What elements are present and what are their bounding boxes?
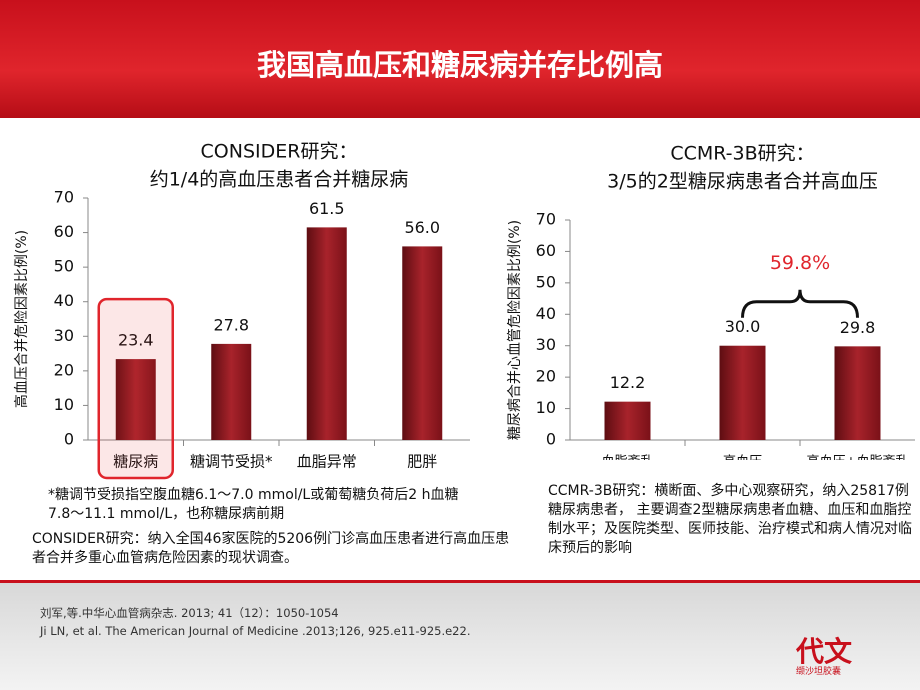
bar (604, 401, 651, 440)
y-tick-label: 30 (54, 326, 74, 345)
bar (834, 346, 881, 440)
x-tick-label: 高血压+血脂紊乱 (807, 454, 909, 461)
value-label: 30.0 (725, 317, 761, 336)
y-tick-label: 20 (536, 367, 556, 386)
footnote: CCMR-3B研究：横断面、多中心观察研究，纳入25817例糖尿病患者， 主要调… (548, 483, 912, 556)
x-tick-label: 高血压 (723, 454, 762, 461)
y-tick-label: 10 (536, 398, 556, 417)
value-label: 56.0 (404, 218, 440, 237)
y-tick-label: 50 (54, 257, 74, 276)
logo-product: 缬沙坦胶囊 (796, 667, 842, 677)
y-axis-label: 糖尿病合并心血管危险因素比例(%) (507, 220, 523, 440)
footnote: *糖调节受损指空腹血糖6.1～7.0 mmol/L或葡萄糖负荷后2 h血糖7.8… (48, 487, 459, 522)
chart: CCMR-3B研究： 3/5的2型糖尿病患者合并高血压糖尿病合并心血管危险因素比例… (507, 143, 915, 461)
value-label: 23.4 (118, 331, 154, 350)
chart-title: CONSIDER研究： (201, 141, 358, 163)
reference: Ji LN, et al. The American Journal of Me… (40, 624, 471, 638)
x-tick-label: 糖尿病 (113, 453, 158, 471)
bar (115, 359, 156, 440)
reference: 刘军,等.中华心血管病杂志. 2013; 41（12）：1050-1054 (40, 606, 339, 620)
bar (402, 246, 443, 440)
y-tick-label: 60 (536, 241, 556, 260)
value-label: 61.5 (309, 199, 345, 218)
y-tick-label: 70 (536, 210, 556, 229)
bar (719, 345, 766, 440)
chart: CONSIDER研究： 约1/4的高血压患者合并糖尿病高血压合并危险因素比例(%)… (13, 141, 470, 480)
chart-title: CCMR-3B研究： (670, 143, 814, 165)
y-tick-label: 70 (54, 188, 74, 207)
value-label: 27.8 (213, 315, 249, 334)
x-tick-label: 糖调节受损* (190, 453, 273, 471)
bar (306, 227, 347, 440)
y-tick-label: 0 (64, 430, 74, 449)
x-tick-label: 血脂紊乱 (601, 454, 653, 461)
chart-title: 约1/4的高血压患者合并糖尿病 (150, 169, 409, 191)
footnote: CONSIDER研究：纳入全国46家医院的5206例门诊高血压患者进行高血压患者… (32, 531, 510, 566)
highlight-box (97, 297, 174, 480)
value-label: 29.8 (840, 318, 876, 337)
y-tick-label: 40 (54, 291, 74, 310)
annotation: 59.8% (770, 252, 830, 274)
chart-title: 3/5的2型糖尿病患者合并高血压 (607, 171, 878, 193)
y-tick-label: 40 (536, 304, 556, 323)
y-tick-label: 0 (546, 430, 556, 449)
y-tick-label: 60 (54, 222, 74, 241)
footer-band (0, 580, 920, 690)
x-tick-label: 血脂异常 (297, 453, 357, 471)
header-band (0, 0, 920, 118)
y-axis-label: 高血压合并危险因素比例(%) (13, 230, 30, 408)
value-label: 12.2 (610, 373, 646, 392)
brace (741, 289, 859, 318)
y-tick-label: 50 (536, 272, 556, 291)
references: 刘军,等.中华心血管病杂志. 2013; 41（12）：1050-1054 Ji… (40, 604, 470, 640)
y-tick-label: 10 (54, 395, 74, 414)
slide-title: 我国高血压和糖尿病并存比例高 (256, 48, 663, 82)
y-tick-label: 30 (536, 335, 556, 354)
y-tick-label: 20 (54, 360, 74, 379)
logo-brand: 代文 (796, 635, 853, 668)
x-tick-label: 肥胖 (407, 453, 437, 471)
bar (211, 343, 252, 440)
